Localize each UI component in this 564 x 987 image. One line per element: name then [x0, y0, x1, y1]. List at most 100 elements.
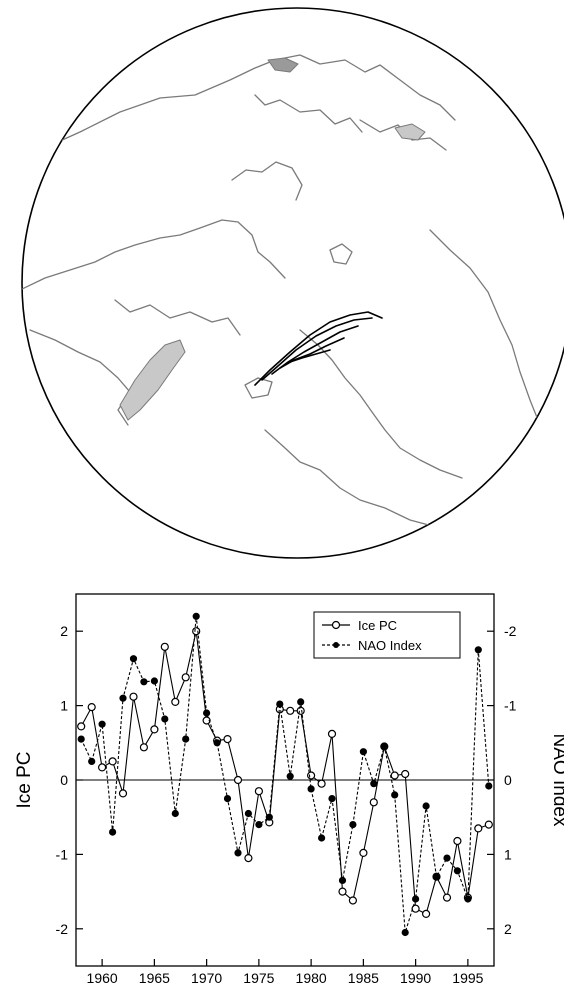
nao-index-point [297, 698, 305, 706]
legend-box [313, 611, 461, 659]
ice-pc-point [171, 697, 180, 707]
nao-index-point [391, 791, 399, 799]
x-tick-label: 1995 [452, 970, 483, 986]
nao-index-point [328, 794, 336, 803]
nao-index-point [161, 715, 169, 723]
x-axis-ticks: 1960 1965 1970 1975 1980 1985 1990 1995 [87, 959, 484, 986]
nao-index-point [108, 828, 117, 836]
polar-map [21, 7, 564, 559]
ice-pc-point [118, 789, 128, 798]
nao-index-point [453, 867, 461, 875]
ice-pc-point [442, 893, 452, 902]
x-tick-label: 1965 [139, 970, 170, 986]
nao-index-point [276, 700, 284, 708]
nao-index-point [192, 612, 200, 620]
y-tick-label-left: -1 [56, 846, 69, 862]
legend-nao-label: NAO Index [358, 638, 422, 653]
coastline-scandinavia [299, 329, 463, 479]
ice-pc-point [317, 779, 326, 788]
nao-index-point [223, 794, 232, 803]
x-tick-label: 1985 [348, 970, 379, 986]
nao-index-point [464, 895, 472, 903]
nao-index-point [265, 813, 273, 821]
ice-pc-point [369, 798, 378, 807]
nao-index-point [432, 873, 441, 881]
y-axis-right-label: NAO Index [549, 734, 564, 827]
ice-pc-point [307, 771, 316, 780]
y-tick-label-left: 0 [60, 772, 68, 788]
shaded-patch-labrador [119, 339, 186, 421]
ice-pc-point [327, 729, 337, 739]
ice-pc-point [108, 757, 117, 766]
coastline-hudson [114, 299, 241, 336]
y-tick-label-left: 2 [60, 623, 68, 639]
x-tick-label: 1960 [87, 970, 118, 986]
coastline-iceland [244, 377, 273, 399]
nao-index-point [203, 709, 211, 717]
nao-index-point [77, 735, 85, 743]
nao-index-point [412, 895, 420, 903]
legend: Ice PC NAO Index [313, 611, 461, 659]
y-tick-label-right: 0 [504, 772, 512, 788]
ice-pc-point [286, 706, 295, 715]
ice-pc-point [223, 734, 232, 744]
ice-pc-point [422, 909, 431, 919]
ice-pc-point [244, 853, 253, 863]
ice-pc-point [150, 725, 159, 734]
y-tick-label-right: -1 [504, 698, 517, 714]
ice-pc-point [192, 627, 201, 636]
nao-index-point [349, 820, 357, 829]
nao-index-point [338, 876, 347, 885]
nao-index-line [80, 616, 490, 933]
coastline-labrador [29, 329, 131, 426]
ice-pc-point [254, 787, 263, 796]
legend-ice-label: Ice PC [358, 618, 397, 633]
nao-index-point [443, 854, 451, 862]
ice-pc-point [97, 763, 107, 772]
legend-ice-marker [331, 620, 341, 630]
nao-index-point [318, 834, 326, 842]
x-tick-label: 1980 [296, 970, 327, 986]
nao-index-point [244, 809, 252, 818]
ice-pc-point [453, 836, 462, 846]
nao-index-point [171, 809, 179, 818]
series-ice-pc [77, 627, 493, 919]
nao-index-point [182, 735, 190, 743]
nao-index-point [119, 694, 127, 702]
x-tick-label: 1970 [191, 970, 222, 986]
legend-nao-marker [333, 642, 339, 648]
coastline-alaska [231, 161, 303, 201]
nao-index-point [380, 742, 388, 751]
coastline-europe [264, 429, 471, 539]
coastline-canada [22, 219, 286, 291]
ice-pc-point [129, 692, 138, 701]
nao-index-point [255, 820, 263, 829]
nao-index-point [370, 780, 378, 788]
ice-pc-point [348, 896, 357, 905]
nao-index-point [213, 739, 221, 747]
nao-index-point [422, 802, 430, 810]
y-axis-left-label: Ice PC [14, 751, 35, 808]
ice-pc-point [359, 848, 368, 858]
nao-index-point [474, 646, 482, 654]
series-nao-index [77, 612, 493, 937]
y-tick-label-right: 2 [504, 921, 512, 937]
nao-index-point [286, 772, 294, 780]
y-tick-label-right: 1 [504, 846, 512, 862]
coastline-svalbard [329, 243, 353, 265]
contours-barents [254, 311, 383, 386]
y-tick-label-left: 1 [60, 698, 68, 714]
ice-pc-point [87, 702, 96, 712]
nao-index-point [98, 720, 106, 728]
ice-pc-point [296, 706, 305, 715]
nao-index-point [150, 677, 158, 685]
nao-index-point [88, 757, 96, 766]
ice-pc-point [160, 642, 169, 651]
ice-pc-line [80, 631, 489, 915]
x-tick-label: 1975 [243, 970, 274, 986]
ice-pc-point [233, 775, 243, 785]
nao-index-point [129, 655, 138, 663]
y-tick-label-right: -2 [504, 623, 517, 639]
time-series-chart: -2 -1 0 1 2 -2 -1 0 1 2 1960 1965 1970 1975 1980 1985… [14, 593, 564, 986]
